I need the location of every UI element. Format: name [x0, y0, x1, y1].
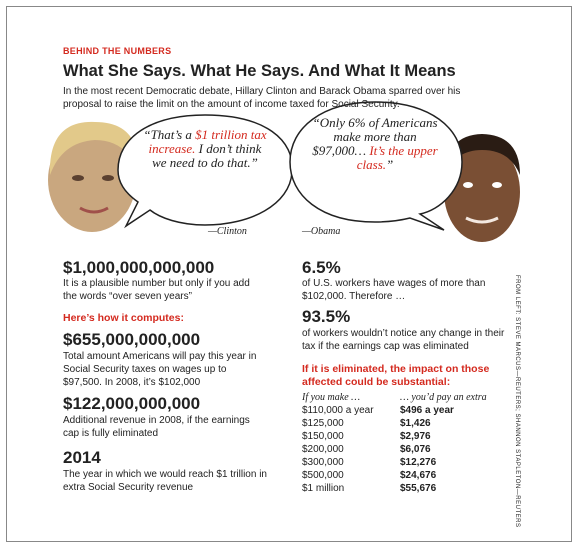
quote-segment: ” [386, 157, 394, 172]
section-heading: Here’s how it computes: [63, 312, 184, 324]
table-cell: $1,426 [400, 418, 431, 429]
table-cell: $24,676 [400, 470, 437, 481]
description: of U.S. workers have wages of more than … [302, 278, 486, 302]
section-heading: If it is eliminated, the impact on those… [302, 363, 490, 388]
clinton-photo [48, 121, 139, 232]
kicker: BEHIND THE NUMBERS [63, 46, 172, 56]
table-header: If you make … [302, 392, 361, 403]
table-cell: $200,000 [302, 444, 344, 455]
table-cell: $125,000 [302, 418, 344, 429]
table-cell: $500,000 [302, 470, 344, 481]
table-cell: $110,000 a year [302, 405, 374, 416]
quote-segment: I don’t think we need to do that.” [152, 141, 262, 170]
quote-segment: “That’s a [143, 127, 196, 142]
description: Total amount Americans will pay this yea… [63, 351, 257, 388]
obama-photo [444, 134, 520, 242]
figure: $655,000,000,000 [63, 330, 201, 349]
frame [6, 6, 572, 542]
table-cell: $12,276 [400, 457, 437, 468]
figure: 6.5% [302, 258, 341, 277]
attribution: —Obama [302, 226, 341, 237]
description: Additional revenue in 2008, if the earni… [63, 415, 250, 439]
title: What She Says. What He Says. And What It… [63, 62, 456, 80]
table-cell: $2,976 [400, 431, 431, 442]
table-cell: $6,076 [400, 444, 431, 455]
table-cell: $150,000 [302, 431, 344, 442]
speech-bubble [289, 101, 463, 231]
description: It is a plausible number but only if you… [63, 278, 250, 302]
table-cell: $1 million [302, 483, 345, 494]
description: The year in which we would reach $1 tril… [63, 469, 267, 493]
figure: 2014 [63, 448, 101, 467]
figure: $1,000,000,000,000 [63, 258, 215, 277]
figure: 93.5% [302, 307, 351, 326]
quote: “Only 6% of Americans make more than $97… [305, 116, 445, 172]
photo-credit: FROM LEFT: STEVE MARCUS—REUTERS; SHANNON… [514, 275, 520, 528]
table-cell: $55,676 [400, 483, 437, 494]
quote-segment: “Only 6% of Americans make more than $97… [312, 115, 438, 158]
description: of workers wouldn’t notice any change in… [302, 328, 505, 352]
intro: In the most recent Democratic debate, Hi… [63, 86, 461, 110]
table-header: … you’d pay an extra [400, 392, 487, 403]
attribution: —Clinton [208, 226, 247, 237]
quote-segment: It’s the upper class. [356, 143, 438, 172]
quote: “That’s a $1 trillion tax increase. I do… [140, 128, 270, 170]
quote-segment: $1 trillion tax increase. [148, 127, 267, 156]
table-cell: $496 a year [400, 405, 454, 416]
figure: $122,000,000,000 [63, 394, 201, 413]
table-cell: $300,000 [302, 457, 344, 468]
